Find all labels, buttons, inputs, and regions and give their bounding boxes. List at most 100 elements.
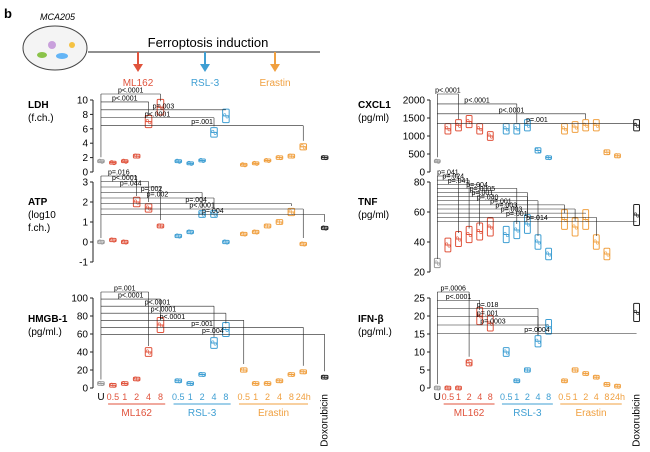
data-point xyxy=(213,131,217,135)
data-point xyxy=(545,155,549,159)
inducer-label: RSL-3 xyxy=(191,78,220,89)
data-point xyxy=(458,387,462,391)
data-point xyxy=(636,124,640,128)
y-tick-label: 2000 xyxy=(403,96,426,107)
data-point xyxy=(288,209,292,213)
data-point xyxy=(267,159,271,163)
data-point xyxy=(264,223,268,227)
group-label: ML162 xyxy=(454,408,485,419)
data-point xyxy=(160,225,164,229)
data-point xyxy=(445,126,449,130)
data-point xyxy=(535,338,539,342)
data-point xyxy=(321,374,325,378)
data-point xyxy=(302,243,306,247)
data-point xyxy=(633,309,637,313)
p-value-label: p<.0001 xyxy=(464,97,490,104)
data-point xyxy=(160,106,164,110)
data-point xyxy=(133,376,137,380)
x-tick-label: 8 xyxy=(546,392,551,402)
y-tick-label: 2 xyxy=(82,153,88,164)
data-point xyxy=(189,162,193,166)
data-point xyxy=(516,229,520,233)
y-tick-label: 40 xyxy=(77,348,89,359)
arrow-down-icon xyxy=(200,64,210,72)
panel-label: b xyxy=(4,6,12,21)
p-value-label: p=.004 xyxy=(466,182,488,189)
data-point xyxy=(225,328,229,332)
data-point xyxy=(479,231,483,235)
data-point xyxy=(321,225,325,229)
data-point xyxy=(302,146,306,150)
inducer-label: Erastin xyxy=(259,78,290,89)
data-point xyxy=(267,225,271,229)
data-point xyxy=(574,226,578,230)
x-tick-label: 8 xyxy=(223,392,228,402)
p-value-label: p<.0001 xyxy=(189,203,215,210)
header: MCA205 Ferroptosis induction ML162 RSL-3 E… xyxy=(22,12,320,89)
x-tick-label-doxorubicin: Doxorubicin xyxy=(320,394,331,447)
y-axis-label: (pg/ml) xyxy=(358,210,389,221)
data-point xyxy=(636,311,640,315)
x-tick-label-control: U xyxy=(97,392,104,403)
chart-title: ATP xyxy=(28,197,48,208)
data-point xyxy=(595,241,599,245)
y-tick-label: 80 xyxy=(414,178,426,189)
y-tick-label: 10 xyxy=(77,96,89,107)
data-point xyxy=(476,229,480,233)
y-tick-label: 4 xyxy=(82,139,88,150)
data-point xyxy=(535,147,539,151)
data-point xyxy=(434,158,438,162)
p-value-label: p=.002 xyxy=(147,192,169,199)
y-tick-label: 60 xyxy=(77,330,89,341)
x-tick-label: 1 xyxy=(573,392,578,402)
data-point xyxy=(321,155,325,159)
x-tick-label: 8 xyxy=(604,392,609,402)
data-point xyxy=(436,387,440,391)
data-point xyxy=(157,322,161,326)
data-point xyxy=(434,385,438,389)
p-value-label: p=.024 xyxy=(442,174,464,181)
p-value-label: p=.003 xyxy=(501,207,523,214)
y-tick-label: 3 xyxy=(82,178,88,189)
data-point xyxy=(225,115,229,119)
p-value-label: p=.003 xyxy=(495,203,517,210)
data-point xyxy=(100,382,104,386)
data-point xyxy=(516,380,520,384)
data-point xyxy=(585,219,589,223)
p-value-label: p<.0001 xyxy=(435,88,461,95)
x-tick-label: 8 xyxy=(158,392,163,402)
data-point xyxy=(548,253,552,257)
data-point xyxy=(514,227,518,231)
data-point xyxy=(264,157,268,161)
x-tick-label: 4 xyxy=(146,392,151,402)
data-point xyxy=(110,160,114,164)
x-tick-label: 4 xyxy=(594,392,599,402)
data-point xyxy=(466,119,470,123)
data-point xyxy=(300,369,304,373)
x-tick-label: 1 xyxy=(514,392,519,402)
data-point xyxy=(133,153,137,157)
data-point xyxy=(455,122,459,126)
data-point xyxy=(252,160,256,164)
data-point xyxy=(110,237,114,241)
p-value-label: p<.0001 xyxy=(118,293,144,300)
x-tick-label: 1 xyxy=(253,392,258,402)
data-point xyxy=(617,155,621,159)
y-tick-label: 2 xyxy=(82,198,88,209)
data-point xyxy=(175,378,179,382)
p-value-label: p<.0001 xyxy=(499,107,525,114)
data-point xyxy=(178,380,182,384)
data-point xyxy=(503,232,507,236)
y-tick-label: 10 xyxy=(414,348,426,359)
data-point xyxy=(595,376,599,380)
data-point xyxy=(279,380,283,384)
data-point xyxy=(572,224,576,228)
y-tick-label: 0 xyxy=(419,168,425,179)
data-point xyxy=(636,214,640,218)
data-point xyxy=(98,380,102,384)
data-point xyxy=(505,128,509,132)
data-point xyxy=(112,239,116,243)
y-tick-label: 25 xyxy=(414,294,426,305)
y-tick-label: 60 xyxy=(414,208,426,219)
